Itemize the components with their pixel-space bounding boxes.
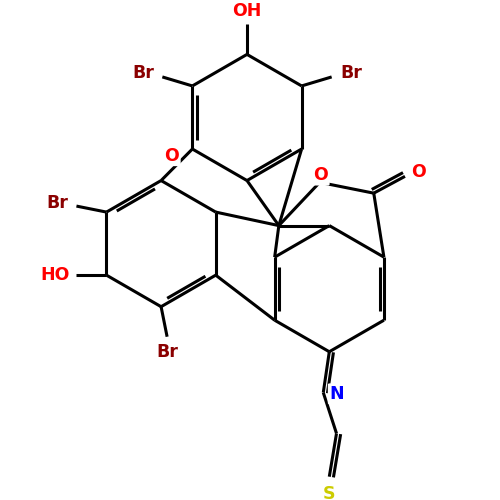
Text: Br: Br: [132, 64, 154, 82]
Text: Br: Br: [46, 194, 68, 212]
Text: HO: HO: [40, 266, 70, 284]
Text: OH: OH: [232, 2, 262, 20]
Text: O: O: [411, 162, 426, 180]
Text: O: O: [164, 147, 180, 165]
Text: N: N: [329, 385, 344, 403]
Text: Br: Br: [156, 342, 178, 360]
Text: Br: Br: [340, 64, 362, 82]
Text: O: O: [314, 166, 328, 184]
Text: S: S: [323, 484, 336, 500]
